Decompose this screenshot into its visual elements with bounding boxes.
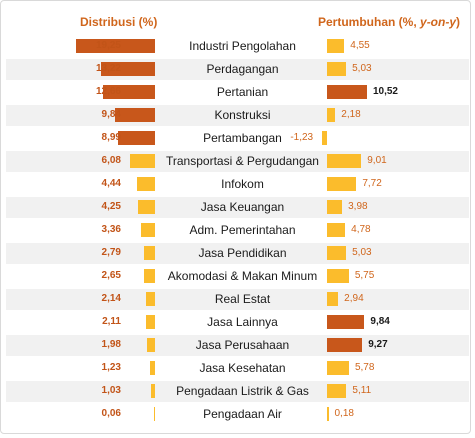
pertumbuhan-value-label: 2,94 [344, 293, 364, 304]
distribusi-bar [136, 177, 155, 191]
category-label: Konstruksi [214, 108, 271, 122]
pertumbuhan-value-label: 5,11 [352, 385, 372, 396]
pertumbuhan-value-label: 5,78 [354, 362, 375, 373]
category-label: Transportasi & Pergudangan [166, 154, 319, 168]
distribusi-value-label: 19,25 [95, 40, 121, 51]
distribusi-bar [154, 407, 155, 421]
distribusi-value-label: 1,03 [101, 385, 121, 396]
pertumbuhan-value-label: 5,03 [352, 247, 372, 258]
distribusi-bar [146, 292, 155, 306]
pertumbuhan-bar [327, 177, 357, 191]
distribusi-bar [144, 269, 155, 283]
category-label: Jasa Lainnya [207, 315, 278, 329]
pertumbuhan-bar [327, 338, 363, 352]
distribusi-bar [76, 39, 155, 53]
row-stripe [6, 289, 469, 310]
distribusi-value-label: 2,79 [101, 247, 121, 258]
pertumbuhan-value-label: 4,78 [351, 224, 371, 235]
category-label: Industri Pengolahan [189, 39, 296, 53]
pertumbuhan-title-italic: y-on-y [420, 15, 457, 29]
pertumbuhan-bar [327, 39, 345, 53]
pertumbuhan-bar [327, 361, 349, 375]
category-label: Pengadaan Air [203, 407, 282, 421]
distribusi-value-label: 3,36 [101, 224, 121, 235]
distribusi-bar [103, 85, 155, 99]
category-label: Infokom [221, 177, 264, 191]
pertumbuhan-bar [327, 269, 349, 283]
distribusi-bar [130, 154, 155, 168]
distribusi-bar [118, 131, 155, 145]
pertumbuhan-bar [327, 108, 336, 122]
pertumbuhan-value-label: 4,55 [350, 40, 370, 51]
pertumbuhan-bar [327, 200, 343, 214]
category-label: Jasa Perusahaan [195, 338, 290, 352]
pertumbuhan-value-label: 5,03 [352, 63, 372, 74]
pertumbuhan-bar [327, 246, 347, 260]
distribusi-value-label: 2,14 [101, 293, 121, 304]
distribusi-value-label: 4,25 [101, 201, 121, 212]
distribusi-bar [143, 246, 155, 260]
row-stripe [6, 381, 469, 402]
category-label: Pertanian [216, 85, 269, 99]
pertumbuhan-value-label: 2,18 [341, 109, 361, 120]
pertumbuhan-bar [327, 407, 329, 421]
pertumbuhan-value-label: 9,27 [368, 339, 388, 350]
pertumbuhan-value-label: 9,01 [367, 155, 387, 166]
distribusi-value-label: 8,99 [101, 132, 121, 143]
pertumbuhan-title-end: ) [456, 15, 461, 29]
distribusi-value-label: 9,84 [101, 109, 121, 120]
pertumbuhan-value-label: 0,18 [334, 408, 354, 419]
pertumbuhan-value-label: 7,72 [362, 178, 382, 189]
row-stripe [6, 197, 469, 218]
distribusi-value-label: 13,22 [95, 63, 121, 74]
pertumbuhan-bar [327, 384, 347, 398]
distribusi-value-label: 4,44 [101, 178, 121, 189]
distribusi-value-label: 1,98 [101, 339, 121, 350]
distribusi-value-label: 1,23 [101, 362, 121, 373]
distribusi-title: Distribusi (%) [80, 15, 158, 29]
distribusi-bar [137, 200, 155, 214]
row-stripe [6, 243, 469, 264]
pertumbuhan-value-label: 3,98 [348, 201, 368, 212]
distribusi-bar [146, 338, 155, 352]
pertumbuhan-bar [327, 292, 339, 306]
pertumbuhan-value-label: 10,52 [372, 86, 398, 97]
category-label: Jasa Pendidikan [198, 246, 287, 260]
category-label: Adm. Pemerintahan [189, 223, 296, 237]
category-label: Akomodasi & Makan Minum [167, 269, 318, 283]
distribusi-value-label: 2,11 [102, 316, 121, 327]
pertumbuhan-bar [327, 315, 365, 329]
distribusi-value-label: 0,06 [101, 408, 121, 419]
distribusi-bar [100, 62, 155, 76]
distribusi-bar [146, 315, 155, 329]
pertumbuhan-bar [327, 62, 347, 76]
distribusi-value-label: 2,65 [101, 270, 121, 281]
distribusi-value-label: 6,08 [101, 155, 121, 166]
pertumbuhan-bar [327, 85, 367, 99]
pertumbuhan-bar [327, 223, 346, 237]
category-label: Pengadaan Listrik & Gas [176, 384, 309, 398]
pertumbuhan-title-main: Pertumbuhan (%, [318, 15, 421, 29]
category-label: Jasa Kesehatan [199, 361, 286, 375]
pertumbuhan-value-label: -1,23 [290, 132, 314, 143]
distribusi-bar [114, 108, 155, 122]
distribusi-value-label: 12,66 [95, 86, 121, 97]
pertumbuhan-title: Pertumbuhan (%, y-on-y) [318, 15, 460, 29]
category-label: Pertambangan [203, 131, 282, 145]
pertumbuhan-bar [322, 131, 327, 145]
category-label: Real Estat [214, 292, 271, 306]
distribusi-bar [141, 223, 155, 237]
category-label: Perdagangan [206, 62, 279, 76]
distribusi-bar [149, 361, 155, 375]
category-label: Jasa Keuangan [200, 200, 285, 214]
pertumbuhan-bar [327, 154, 362, 168]
pertumbuhan-value-label: 9,84 [370, 316, 390, 327]
pertumbuhan-value-label: 5,75 [354, 270, 375, 281]
distribusi-bar [150, 384, 155, 398]
